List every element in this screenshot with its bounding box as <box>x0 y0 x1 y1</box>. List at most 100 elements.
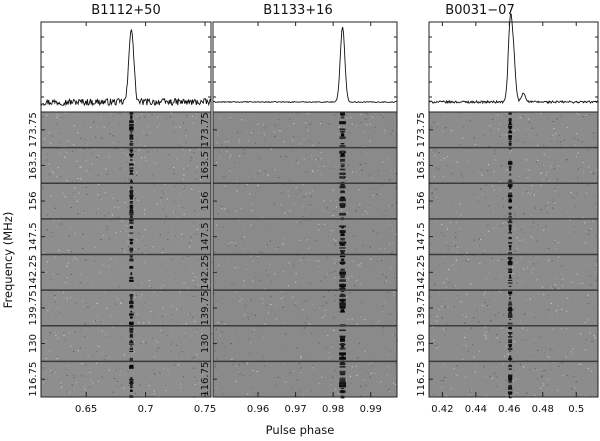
pulse-signal <box>130 155 133 158</box>
pulse-signal <box>340 181 345 183</box>
noise-speckle <box>209 171 212 173</box>
frequency-label: 173.75 <box>28 112 39 147</box>
noise-speckle <box>476 309 478 311</box>
noise-speckle <box>79 347 81 349</box>
noise-speckle <box>455 261 457 263</box>
noise-speckle <box>429 205 432 207</box>
noise-speckle <box>573 226 576 228</box>
noise-speckle <box>489 138 491 140</box>
noise-speckle <box>574 169 576 171</box>
noise-speckle <box>256 257 258 259</box>
panel-b1133: B1133+16 0.96 0.97 0.98 0.99173.75163.51561… <box>200 3 398 415</box>
noise-speckle <box>216 142 218 144</box>
pulse-signal <box>130 115 133 119</box>
noise-speckle <box>121 251 123 253</box>
noise-speckle <box>68 235 70 237</box>
pulse-signal <box>340 387 345 389</box>
noise-speckle <box>327 290 330 292</box>
pulse-signal <box>130 136 133 140</box>
noise-speckle <box>252 330 254 332</box>
noise-speckle <box>499 135 501 137</box>
noise-speckle <box>501 259 503 261</box>
noise-speckle <box>168 232 170 234</box>
noise-speckle <box>159 200 162 202</box>
noise-speckle <box>582 217 584 219</box>
pulse-signal <box>340 131 345 133</box>
noise-speckle <box>303 138 305 140</box>
noise-speckle <box>291 139 294 141</box>
noise-speckle <box>85 160 87 162</box>
noise-speckle <box>186 124 188 126</box>
noise-speckle <box>73 304 75 306</box>
noise-speckle <box>121 375 123 377</box>
noise-speckle <box>116 200 119 202</box>
noise-speckle <box>481 174 483 176</box>
pulse-signal <box>129 194 134 197</box>
noise-speckle <box>461 357 463 359</box>
noise-speckle <box>67 329 69 331</box>
noise-speckle <box>258 251 261 253</box>
noise-speckle <box>305 238 307 240</box>
noise-speckle <box>439 346 441 348</box>
noise-speckle <box>533 194 535 196</box>
noise-speckle <box>94 136 97 138</box>
noise-speckle <box>546 238 548 240</box>
noise-speckle <box>264 127 266 129</box>
noise-speckle <box>84 336 86 338</box>
noise-speckle <box>284 290 286 292</box>
noise-speckle <box>58 119 60 121</box>
noise-speckle <box>58 249 60 251</box>
pulse-signal <box>129 123 134 126</box>
noise-speckle <box>575 381 577 383</box>
noise-speckle <box>209 243 211 245</box>
noise-speckle <box>469 120 471 122</box>
profile-line <box>428 13 599 105</box>
noise-speckle <box>507 282 509 284</box>
noise-speckle <box>275 126 277 128</box>
noise-speckle <box>543 229 545 231</box>
noise-speckle <box>509 158 511 160</box>
noise-speckle <box>334 277 336 279</box>
noise-speckle <box>56 358 58 360</box>
noise-speckle <box>304 300 307 302</box>
noise-speckle <box>115 296 117 298</box>
noise-speckle <box>515 378 517 380</box>
noise-speckle <box>265 270 267 272</box>
noise-speckle <box>158 341 160 343</box>
noise-speckle <box>162 208 164 210</box>
noise-speckle <box>547 260 550 262</box>
noise-speckle <box>473 327 475 329</box>
noise-speckle <box>485 157 487 159</box>
noise-speckle <box>309 204 311 206</box>
pulse-signal <box>508 248 512 251</box>
noise-speckle <box>66 282 68 284</box>
pulse-signal <box>339 305 346 309</box>
noise-speckle <box>295 193 297 195</box>
noise-speckle <box>380 156 382 158</box>
noise-speckle <box>227 292 229 294</box>
noise-speckle <box>382 214 385 216</box>
noise-speckle <box>66 296 68 298</box>
noise-speckle <box>371 359 373 361</box>
noise-speckle <box>81 363 83 365</box>
noise-speckle <box>307 113 310 115</box>
noise-speckle <box>310 141 312 143</box>
noise-speckle <box>483 366 485 368</box>
noise-speckle <box>178 336 180 338</box>
noise-speckle <box>459 144 461 146</box>
noise-speckle <box>183 231 185 233</box>
noise-speckle <box>250 224 252 226</box>
noise-speckle <box>388 127 390 129</box>
noise-speckle <box>280 192 282 194</box>
noise-speckle <box>577 168 579 170</box>
pulse-signal <box>339 366 346 368</box>
noise-speckle <box>309 282 311 284</box>
noise-speckle <box>175 127 177 129</box>
noise-speckle <box>151 246 154 248</box>
noise-speckle <box>387 271 390 273</box>
pulse-profile <box>428 13 599 105</box>
noise-speckle <box>167 219 170 221</box>
noise-speckle <box>97 194 99 196</box>
noise-speckle <box>508 170 510 172</box>
noise-speckle <box>72 371 75 373</box>
